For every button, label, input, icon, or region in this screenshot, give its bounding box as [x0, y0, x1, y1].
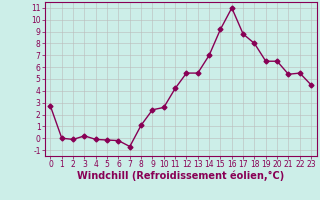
- X-axis label: Windchill (Refroidissement éolien,°C): Windchill (Refroidissement éolien,°C): [77, 171, 284, 181]
